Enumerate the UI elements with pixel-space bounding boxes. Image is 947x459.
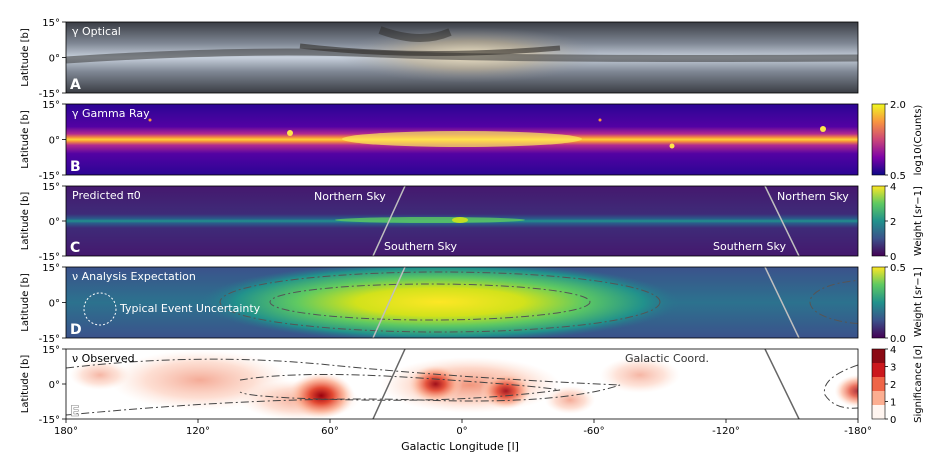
- annotation-southern-sky-2: Southern Sky: [713, 240, 786, 253]
- colorbar-e-label: Significance [σ]: [913, 345, 924, 423]
- hotspot: [480, 373, 532, 409]
- y-axis-label: Latitude [b]: [20, 28, 31, 87]
- colorbar-b: [871, 103, 886, 176]
- colorbar-tick-label: 2: [890, 217, 896, 228]
- panel-d-letter: D: [70, 322, 82, 338]
- panel-b-gamma-ray: [66, 104, 858, 175]
- panel-c-letter: C: [70, 240, 80, 256]
- panel-b-title: γ Gamma Ray: [72, 107, 150, 120]
- panel-a-title: γ Optical: [72, 25, 121, 38]
- x-axis: 180° 120° 60° 0° -60° -120° -180°: [54, 419, 872, 437]
- colorbar-d: [871, 266, 886, 339]
- colorbar-tick-label: 2: [890, 380, 896, 391]
- x-tick-label: 0°: [456, 426, 467, 437]
- colorbar-c-label: Weight [sr−1]: [913, 186, 924, 256]
- colorbar-c: [871, 185, 886, 257]
- annotation-northern-sky-2: Northern Sky: [777, 190, 849, 203]
- y-tick-label: 15°: [42, 18, 60, 29]
- y-tick-label: 0°: [49, 299, 60, 310]
- x-tick-label: -120°: [712, 426, 740, 437]
- colorbar-tick-label: 0: [890, 415, 896, 426]
- panel-e-observed: [66, 349, 858, 419]
- colorbar-tick-label: 0.0: [890, 334, 906, 345]
- x-tick-label: -60°: [583, 426, 604, 437]
- colorbar-tick-label: 4: [890, 182, 896, 193]
- y-tick-label: -15°: [39, 89, 60, 100]
- panel-e-title: ν Observed: [72, 352, 135, 365]
- panel-b-letter: B: [70, 159, 81, 175]
- colorbar-d-label: Weight [sr−1]: [913, 267, 924, 337]
- y-tick-label: 0°: [49, 217, 60, 228]
- hotspot: [408, 365, 463, 403]
- y-axes: 15° 0° -15° Latitude [b] 15° 0° -15° Latitude […: [20, 18, 66, 426]
- panel-a-optical: [66, 22, 858, 93]
- y-tick-label: 15°: [42, 263, 60, 274]
- colorbar-tick-label: 2.0: [890, 100, 906, 111]
- y-tick-label: 15°: [42, 182, 60, 193]
- x-tick-label: 120°: [186, 426, 210, 437]
- y-tick-label: 15°: [42, 100, 60, 111]
- annotation-northern-sky-1: Northern Sky: [314, 190, 386, 203]
- hotspot: [288, 372, 355, 419]
- annotation-galactic-coord: Galactic Coord.: [625, 352, 709, 365]
- annotation-typical-event-uncertainty: Typical Event Uncertainty: [119, 302, 261, 315]
- y-tick-label: -15°: [39, 171, 60, 182]
- annotation-southern-sky-1: Southern Sky: [384, 240, 457, 253]
- hotspot: [834, 374, 858, 408]
- y-tick-label: 0°: [49, 380, 60, 391]
- y-tick-label: -15°: [39, 252, 60, 263]
- y-axis-label: Latitude [b]: [20, 192, 31, 251]
- panel-c-title: Predicted π0: [72, 189, 141, 202]
- panel-c-predicted-pi0: [66, 186, 858, 256]
- colorbar-tick-label: 0.5: [890, 171, 906, 182]
- y-tick-label: 0°: [49, 136, 60, 147]
- x-tick-label: 180°: [54, 426, 78, 437]
- panel-a-letter: A: [70, 77, 81, 93]
- y-axis-label: Latitude [b]: [20, 110, 31, 169]
- y-tick-label: 15°: [42, 345, 60, 356]
- colorbar-tick-label: 4: [890, 345, 896, 356]
- colorbar-e: [871, 348, 886, 420]
- y-tick-label: -15°: [39, 415, 60, 426]
- panel-d-analysis-expectation: [66, 267, 858, 338]
- x-axis-label: Galactic Longitude [l]: [401, 440, 519, 453]
- y-tick-label: 0°: [49, 54, 60, 65]
- y-axis-label: Latitude [b]: [20, 355, 31, 414]
- colorbar-tick-label: 3: [890, 363, 896, 374]
- colorbar-tick-label: 1: [890, 398, 896, 409]
- colorbar-tick-label: 0: [890, 252, 896, 263]
- colorbar-tick-label: 0.5: [890, 263, 906, 274]
- y-tick-label: -15°: [39, 334, 60, 345]
- x-tick-label: -180°: [844, 426, 872, 437]
- panel-d-title: ν Analysis Expectation: [72, 270, 196, 283]
- colorbar-b-label: log10(Counts): [913, 105, 924, 176]
- x-tick-label: 60°: [321, 426, 339, 437]
- y-axis-label: Latitude [b]: [20, 273, 31, 332]
- panel-e-letter: E: [70, 404, 80, 420]
